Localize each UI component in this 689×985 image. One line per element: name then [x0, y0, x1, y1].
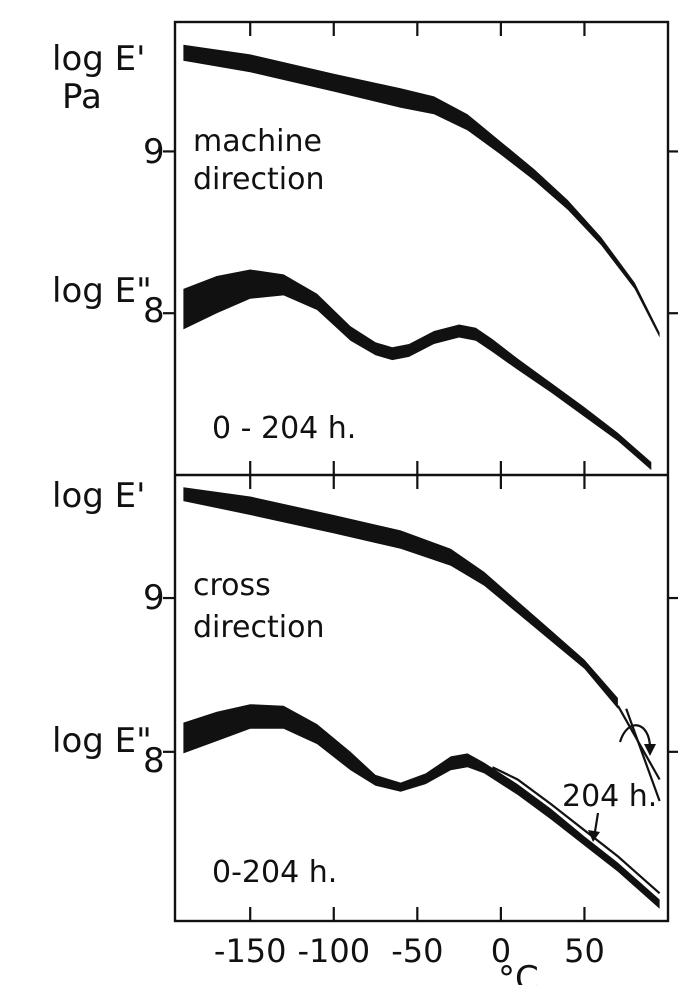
aging-callout-label: 204 h.	[562, 779, 657, 814]
series-line-log-e-204-h	[492, 766, 661, 895]
y-tick-label-8-bottom: 8	[143, 741, 165, 781]
y-label-storage-top: log E'	[52, 39, 145, 79]
y-unit-label: Pa	[62, 77, 102, 117]
y-tick-label-9-top: 9	[143, 132, 165, 172]
aging-label-top: 0 - 204 h.	[212, 411, 356, 446]
y-label-loss-bottom: log E"	[52, 721, 152, 761]
callout-arrow-upper	[618, 724, 652, 749]
x-tick-label--50: -50	[391, 932, 443, 970]
series-band-log-e	[183, 704, 660, 909]
panel-machine-direction-marks	[163, 22, 678, 475]
orientation-label-line2-top: direction	[193, 162, 324, 197]
x-tick-label-50: 50	[564, 932, 605, 970]
plot-frame	[173, 20, 670, 923]
series-band-log-e	[183, 487, 618, 709]
series-band-log-e	[183, 269, 652, 471]
panel-cross-direction-marks	[163, 475, 678, 921]
y-tick-label-8-top: 8	[143, 291, 165, 331]
panel-machine-direction: log E' Pa log E" 9 8 machine direction 0…	[52, 22, 678, 475]
series-band-log-e	[183, 44, 660, 338]
panel-cross-direction: log E' log E" 9 8 cross direction 0-204 …	[52, 475, 678, 921]
y-tick-label-9-bottom: 9	[143, 578, 165, 618]
series-line-log-e-204-h-b	[625, 708, 661, 802]
aging-label-bottom: 0-204 h.	[212, 855, 337, 890]
orientation-label-line2-bottom: direction	[193, 610, 324, 645]
orientation-label-line1-bottom: cross	[193, 568, 271, 603]
y-label-storage-bottom: log E'	[52, 476, 145, 516]
callout-arrowhead-upper	[644, 744, 656, 756]
x-axis-label: °C	[498, 959, 539, 985]
orientation-label-line1-top: machine	[193, 124, 322, 159]
callout-arrowhead-lower	[588, 830, 600, 842]
y-label-loss-top: log E"	[52, 271, 152, 311]
x-axis-tick-labels: -150 -100 -50 0 50	[214, 932, 605, 970]
x-tick-label--150: -150	[214, 932, 287, 970]
x-tick-label-0: 0	[491, 932, 511, 970]
x-tick-label--100: -100	[297, 932, 370, 970]
